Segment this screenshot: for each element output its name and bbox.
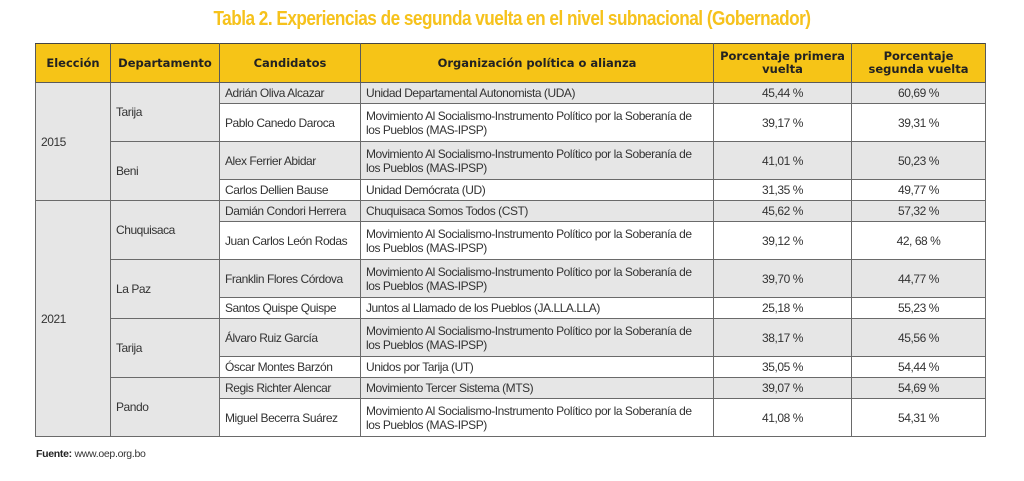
second-round-cell: 57,32 % (851, 200, 986, 222)
header-second-round: Porcentaje segunda vuelta (851, 43, 986, 83)
candidate-cell: Juan Carlos León Rodas (219, 221, 361, 260)
table-row: Beni Alex Ferrier Abidar Movimiento Al Soc… (36, 141, 986, 201)
department-cell: Pando (110, 377, 220, 437)
department-cell: La Paz (110, 259, 220, 319)
table-row: Juan Carlos León Rodas Movimiento Al Soci… (36, 221, 986, 260)
source-url: www.oep.org.bo (74, 448, 146, 460)
candidate-cell: Regis Richter Alencar (219, 377, 361, 399)
first-round-cell: 35,05 % (713, 356, 852, 378)
source-note: Fuente: www.oep.org.bo (36, 448, 146, 460)
organization-cell: Juntos al Llamado de los Pueblos (JA.LLA… (360, 297, 714, 319)
candidate-cell: Adrián Oliva Alcazar (219, 82, 361, 104)
department-cell: Tarija (110, 318, 220, 378)
source-label: Fuente: (36, 448, 72, 460)
candidate-cell: Franklin Flores Córdova (219, 259, 361, 298)
first-round-cell: 25,18 % (713, 297, 852, 319)
candidate-cell: Santos Quispe Quispe (219, 297, 361, 319)
first-round-cell: 38,17 % (713, 318, 852, 357)
election-cell: 2021 (35, 200, 111, 437)
table-row: Pando Regis Richter Alencar Movimiento Ter… (36, 377, 986, 437)
organization-cell: Movimiento Al Socialismo-Instrumento Pol… (360, 318, 714, 357)
table-row: 2021 Chuquisaca Damián Condori Herrera Chuq… (35, 200, 986, 437)
second-round-cell: 49,77 % (851, 179, 986, 201)
organization-cell: Movimiento Al Socialismo-Instrumento Pol… (360, 259, 714, 298)
header-department: Departamento (110, 43, 220, 83)
organization-cell: Movimiento Tercer Sistema (MTS) (360, 377, 714, 399)
first-round-cell: 41,08 % (713, 398, 852, 437)
second-round-cell: 54,31 % (851, 398, 986, 437)
table-row: Pablo Canedo Daroca Movimiento Al Sociali… (36, 103, 986, 142)
second-round-cell: 54,44 % (851, 356, 986, 378)
second-round-cell: 54,69 % (851, 377, 986, 399)
organization-cell: Movimiento Al Socialismo-Instrumento Pol… (360, 221, 714, 260)
table-row: Carlos Dellien Bause Unidad Demócrata (UD… (36, 179, 986, 201)
candidate-cell: Pablo Canedo Daroca (219, 103, 361, 142)
first-round-cell: 41,01 % (713, 141, 852, 180)
first-round-cell: 39,70 % (713, 259, 852, 298)
table-row: La Paz Franklin Flores Córdova Movimiento … (36, 259, 986, 319)
second-round-cell: 39,31 % (851, 103, 986, 142)
candidate-cell: Álvaro Ruiz García (219, 318, 361, 357)
header-row: Elección Departamento Candidatos Organiz… (35, 43, 986, 83)
table-row: Santos Quispe Quispe Juntos al Llamado de… (36, 297, 986, 319)
table-title: Tabla 2. Experiencias de segunda vuelta … (213, 8, 811, 30)
header-election: Elección (35, 43, 111, 83)
department-cell: Tarija (110, 82, 220, 142)
table-row: Óscar Montes Barzón Unidos por Tarija (UT… (36, 356, 986, 378)
first-round-cell: 31,35 % (713, 179, 852, 201)
organization-cell: Chuquisaca Somos Todos (CST) (360, 200, 714, 222)
second-round-cell: 60,69 % (851, 82, 986, 104)
first-round-cell: 39,12 % (713, 221, 852, 260)
second-round-cell: 55,23 % (851, 297, 986, 319)
organization-cell: Movimiento Al Socialismo-Instrumento Pol… (360, 103, 714, 142)
table-row: Miguel Becerra Suárez Movimiento Al Socia… (36, 398, 986, 437)
second-round-cell: 42, 68 % (851, 221, 986, 260)
department-cell: Chuquisaca (110, 200, 220, 260)
organization-cell: Unidad Demócrata (UD) (360, 179, 714, 201)
header-candidates: Candidatos (219, 43, 361, 83)
table-row: Tarija Álvaro Ruiz García Movimiento Al So… (36, 318, 986, 378)
second-round-cell: 44,77 % (851, 259, 986, 298)
candidate-cell: Óscar Montes Barzón (219, 356, 361, 378)
second-round-cell: 45,56 % (851, 318, 986, 357)
results-table: Elección Departamento Candidatos Organiz… (35, 43, 986, 437)
header-first-round: Porcentaje primera vuelta (713, 43, 852, 83)
organization-cell: Unidad Departamental Autonomista (UDA) (360, 82, 714, 104)
table-row: 2015 Tarija Adrián Oliva Alcazar Unidad Dep… (35, 82, 986, 201)
organization-cell: Movimiento Al Socialismo-Instrumento Pol… (360, 141, 714, 180)
second-round-cell: 50,23 % (851, 141, 986, 180)
candidate-cell: Alex Ferrier Abidar (219, 141, 361, 180)
election-cell: 2015 (35, 82, 111, 201)
candidate-cell: Damián Condori Herrera (219, 200, 361, 222)
organization-cell: Unidos por Tarija (UT) (360, 356, 714, 378)
department-cell: Beni (110, 141, 220, 201)
organization-cell: Movimiento Al Socialismo-Instrumento Pol… (360, 398, 714, 437)
header-organization: Organización política o alianza (360, 43, 714, 83)
first-round-cell: 39,17 % (713, 103, 852, 142)
candidate-cell: Miguel Becerra Suárez (219, 398, 361, 437)
first-round-cell: 39,07 % (713, 377, 852, 399)
candidate-cell: Carlos Dellien Bause (219, 179, 361, 201)
first-round-cell: 45,44 % (713, 82, 852, 104)
first-round-cell: 45,62 % (713, 200, 852, 222)
